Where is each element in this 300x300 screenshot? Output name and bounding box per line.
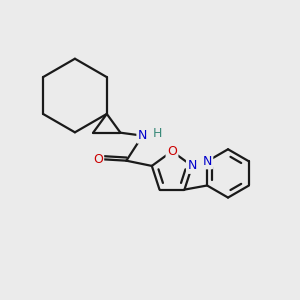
Text: N: N — [138, 129, 147, 142]
Text: O: O — [167, 145, 177, 158]
Text: N: N — [202, 155, 212, 168]
Text: H: H — [153, 127, 163, 140]
Text: O: O — [93, 153, 103, 166]
Text: N: N — [188, 159, 197, 172]
